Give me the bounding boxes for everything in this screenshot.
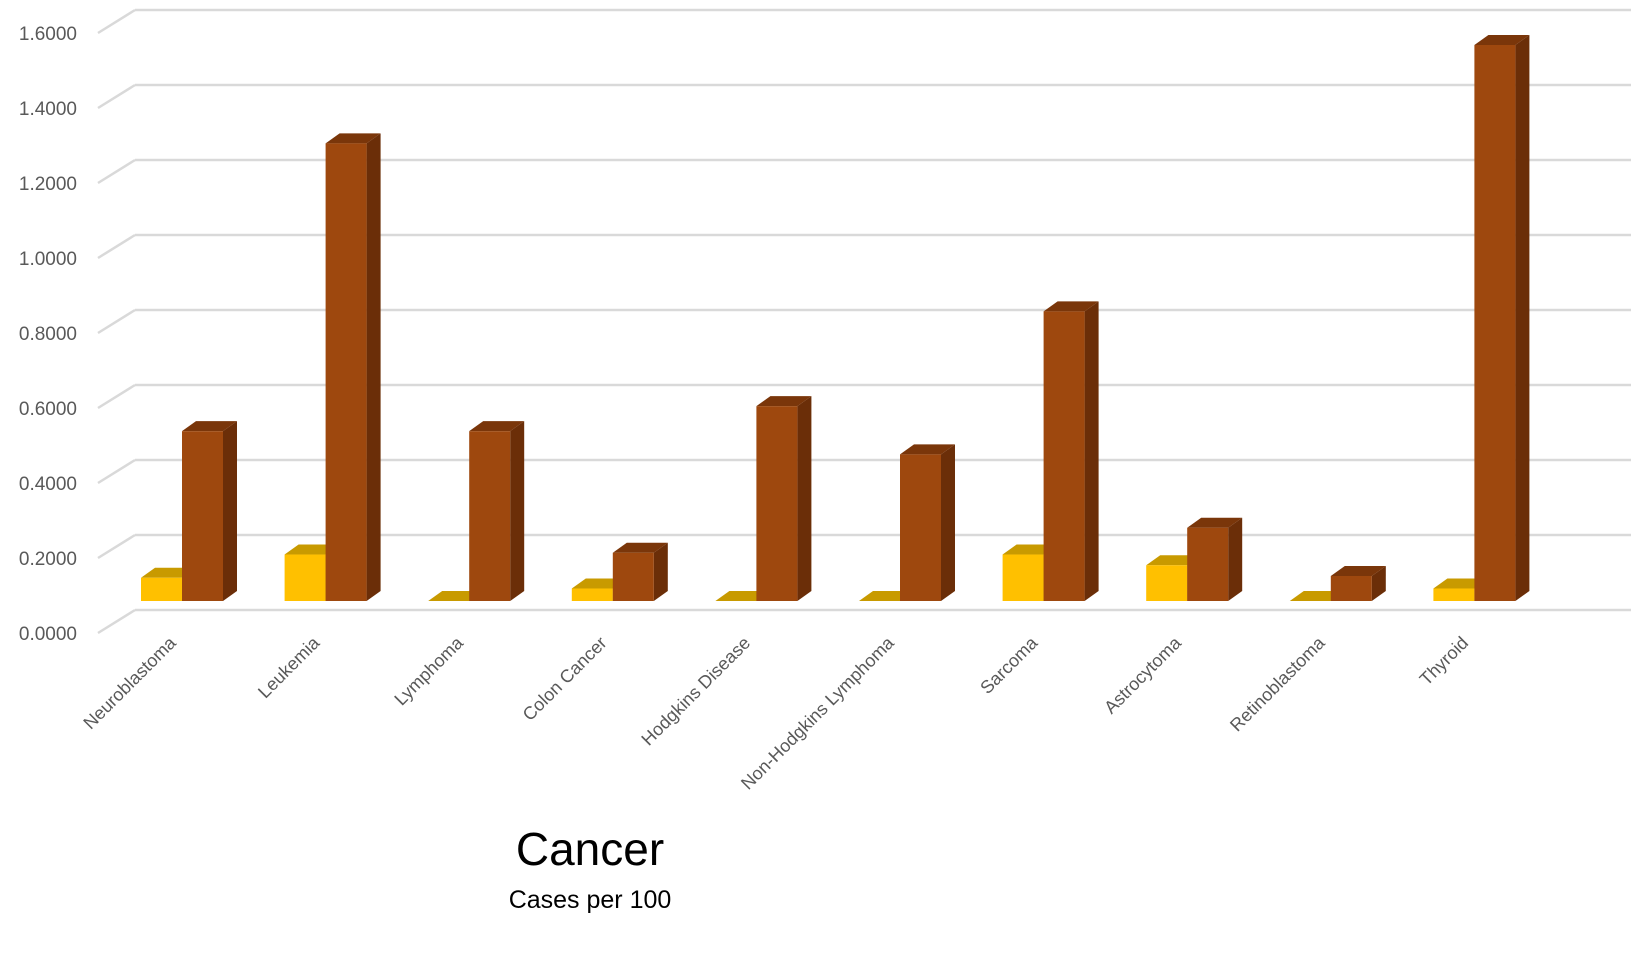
bar-series-2 <box>756 396 812 601</box>
bar-top <box>612 542 668 553</box>
x-category-label: Sarcoma <box>976 632 1042 698</box>
bar-front <box>469 431 511 601</box>
bar-side <box>797 396 812 601</box>
bar-front <box>1187 527 1229 601</box>
bar-top <box>1474 35 1530 45</box>
gridline-diagonal <box>97 533 136 560</box>
bar-top <box>469 421 525 432</box>
bar-side <box>941 444 955 601</box>
y-tick-label: 1.6000 <box>19 24 77 45</box>
bar-front <box>1043 311 1085 601</box>
gridline-diagonal <box>97 308 136 335</box>
bar-front <box>1002 554 1044 601</box>
bar-series-2 <box>1187 517 1243 601</box>
bar-side <box>1084 301 1099 601</box>
x-category-label: Colon Cancer <box>519 633 611 725</box>
bar-front <box>1433 588 1475 601</box>
gridline-diagonal <box>97 83 136 110</box>
bar-front <box>284 554 326 601</box>
y-axis-tick-labels: 0.0000 0.2000 0.4000 0.6000 0.8000 1.0000 1.20… <box>19 24 77 645</box>
x-category-label: Leukemia <box>254 632 324 702</box>
bar-side <box>223 421 237 601</box>
bar-front <box>756 406 798 601</box>
y-tick-label: 1.0000 <box>19 249 77 270</box>
bar-front <box>182 431 223 601</box>
bar-top <box>325 133 381 144</box>
gridline-diagonal <box>97 8 136 35</box>
bar-top <box>182 421 237 432</box>
bar-front <box>612 552 654 601</box>
y-tick-label: 1.2000 <box>19 174 77 195</box>
bar-series-2 <box>182 421 237 601</box>
chart-subtitle: Cases per 100 <box>508 886 672 914</box>
x-category-label: Retinoblastoma <box>1226 632 1329 735</box>
bar-front <box>1146 565 1188 601</box>
x-category-label: Neuroblastoma <box>79 632 180 733</box>
bar-series-2 <box>612 542 668 601</box>
bar-top <box>1043 301 1099 312</box>
y-tick-label: 0.8000 <box>19 324 77 345</box>
gridline-diagonal <box>97 233 136 260</box>
x-axis-category-labels: Neuroblastoma Leukemia Lymphoma Colon Cance… <box>79 632 1472 794</box>
bar-series-2 <box>325 133 381 601</box>
bar-front <box>141 577 182 601</box>
bar-top <box>900 444 955 455</box>
bar-side <box>653 542 668 601</box>
x-category-label: Thyroid <box>1416 633 1473 690</box>
gridline-diagonal <box>97 383 136 410</box>
bar-front <box>900 454 941 601</box>
y-tick-label: 0.4000 <box>19 474 77 495</box>
bar-side <box>1228 517 1243 601</box>
bar-side <box>1371 565 1386 601</box>
gridline-diagonal <box>97 608 136 635</box>
bar-top <box>1330 565 1386 576</box>
bar-top <box>1187 517 1243 528</box>
x-category-label: Lymphoma <box>390 632 467 709</box>
y-tick-label: 0.0000 <box>19 624 77 645</box>
bar-front <box>1474 45 1516 601</box>
bar-front <box>571 588 613 601</box>
bar-series-2 <box>900 444 955 601</box>
bar-side <box>366 133 381 601</box>
x-category-label: Hodgkins Disease <box>638 633 755 750</box>
y-tick-label: 1.4000 <box>19 99 77 120</box>
bar-top <box>756 396 812 407</box>
y-tick-label: 0.2000 <box>19 549 77 570</box>
bar-side <box>510 421 525 601</box>
bar-series-2 <box>1043 301 1099 601</box>
gridline-diagonal <box>97 158 136 185</box>
bar-series-2 <box>469 421 525 601</box>
chart-title: Cancer <box>515 823 665 875</box>
gridline-diagonal <box>97 458 136 485</box>
y-tick-label: 0.6000 <box>19 399 77 420</box>
x-category-label: Non-Hodgkins Lymphoma <box>737 632 899 794</box>
gridlines <box>97 8 1631 635</box>
bar-series-2 <box>1474 35 1530 601</box>
bar-front <box>325 143 367 601</box>
bars <box>141 35 1530 601</box>
x-category-label: Astrocytoma <box>1100 632 1186 718</box>
bar-front <box>1330 575 1372 601</box>
bar-series-2 <box>1330 565 1386 601</box>
bar-side <box>1515 35 1530 601</box>
